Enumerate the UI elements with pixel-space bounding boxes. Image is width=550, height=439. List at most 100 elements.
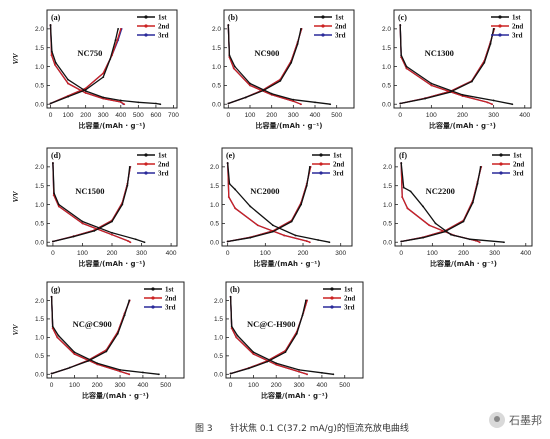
y-tick-label: 0.5 xyxy=(35,353,44,360)
data-point xyxy=(143,241,146,244)
legend-marker-1st xyxy=(499,153,503,157)
data-point xyxy=(424,97,427,100)
data-point xyxy=(468,238,471,241)
legend-marker-1st xyxy=(321,15,325,19)
data-point xyxy=(292,100,295,103)
legend-label-1st: 1st xyxy=(512,14,521,22)
plot-frame xyxy=(225,281,364,379)
x-tick-label: 400 xyxy=(166,250,177,257)
x-tick-label: 0 xyxy=(49,112,53,119)
legend-label-3rd: 3rd xyxy=(512,32,523,40)
data-point xyxy=(461,93,464,96)
data-point xyxy=(290,220,293,223)
y-tick-label: 1.0 xyxy=(383,202,392,209)
y-tick-label: 1.5 xyxy=(383,183,392,190)
data-point xyxy=(57,334,60,337)
chart-panel: 0 100 200 300 400 0.0 0.5 1.0 1.5 2.0 V/V 比容量/(mAh … xyxy=(12,9,532,130)
data-point xyxy=(308,165,311,168)
data-point xyxy=(228,182,231,185)
data-point xyxy=(406,207,409,210)
x-axis-label: 比容量/(mAh · g⁻¹) xyxy=(256,121,323,130)
data-point xyxy=(449,91,451,94)
data-point xyxy=(308,241,311,244)
data-point xyxy=(450,233,452,236)
data-point xyxy=(284,351,287,354)
data-point xyxy=(81,220,84,223)
x-tick-label: 300 xyxy=(488,112,499,119)
data-point xyxy=(430,84,433,87)
data-point xyxy=(54,63,56,66)
data-point xyxy=(283,234,286,237)
data-point xyxy=(119,370,121,373)
data-point xyxy=(157,373,160,376)
plot-frame xyxy=(46,9,178,109)
x-tick-label: 500 xyxy=(133,112,144,119)
y-tick-label: 0.0 xyxy=(383,240,392,247)
panel-label: (h) xyxy=(230,285,240,294)
legend-label-1st: 1st xyxy=(333,152,342,160)
x-tick-label: 500 xyxy=(160,382,171,389)
series-1st-discharge-line xyxy=(227,163,330,243)
data-point xyxy=(116,332,119,335)
legend-marker-3rd xyxy=(321,33,325,37)
data-point xyxy=(105,350,108,353)
series-1st-discharge-line xyxy=(229,296,334,375)
y-tick-label: 1.5 xyxy=(212,45,221,52)
sample-label: NC1300 xyxy=(425,48,454,58)
series-2nd-charge-line xyxy=(52,166,131,243)
x-tick-label: 100 xyxy=(245,112,256,119)
wechat-icon xyxy=(489,412,505,428)
data-point xyxy=(443,230,446,233)
x-axis-label: 比容量/(mAh · g⁻¹) xyxy=(82,391,149,400)
data-point xyxy=(422,236,424,239)
data-point xyxy=(68,366,71,369)
data-point xyxy=(51,325,54,328)
data-point xyxy=(53,192,55,195)
chart-panel: 0 100 200 300 400 0.0 0.5 1.0 1.5 2.0 V/V 比容量/(mAh … xyxy=(12,147,178,268)
y-tick-label: 1.5 xyxy=(210,183,219,190)
data-point xyxy=(271,224,274,227)
plot-frame xyxy=(221,147,353,247)
x-axis-label: 比容量/(mAh · g⁻¹) xyxy=(79,121,146,130)
x-tick-label: 200 xyxy=(271,382,282,389)
data-point xyxy=(249,205,252,208)
data-point xyxy=(492,27,495,30)
data-point xyxy=(51,50,53,53)
chart-panel: 0 100 200 300 400 500 0.0 0.5 1.0 1.5 2.0 V/V 比容量/(m… xyxy=(12,9,355,130)
x-tick-label: 600 xyxy=(150,112,161,119)
series-2nd-discharge-line xyxy=(400,163,480,243)
y-tick-label: 2.0 xyxy=(383,164,392,171)
data-point xyxy=(329,103,332,106)
y-tick-label: 0.5 xyxy=(212,83,221,90)
y-tick-label: 2.0 xyxy=(214,298,223,305)
data-point xyxy=(111,220,113,223)
x-tick-label: 300 xyxy=(489,250,500,257)
series-3rd-charge-line xyxy=(51,300,131,375)
panel-label: (e) xyxy=(226,151,235,160)
legend-marker-2nd xyxy=(498,24,502,28)
watermark-text: 石墨邦 xyxy=(509,414,542,427)
data-point xyxy=(511,103,514,106)
legend-marker-1st xyxy=(144,153,148,157)
legend-label-1st: 1st xyxy=(158,14,167,22)
data-point xyxy=(305,184,308,187)
x-tick-label: 200 xyxy=(92,382,103,389)
data-point xyxy=(114,39,117,42)
legend-marker-2nd xyxy=(330,296,334,300)
data-point xyxy=(483,61,486,64)
data-point xyxy=(121,203,124,206)
series-1st-charge-line xyxy=(230,300,307,375)
data-point xyxy=(279,79,282,82)
y-axis-label: V/V xyxy=(12,53,20,64)
y-tick-label: 0.5 xyxy=(210,221,219,228)
x-tick-label: 200 xyxy=(80,112,91,119)
plot-frame xyxy=(393,9,532,109)
data-point xyxy=(126,184,129,187)
legend-label-1st: 1st xyxy=(165,286,174,294)
data-point xyxy=(119,99,122,102)
x-tick-label: 300 xyxy=(115,382,126,389)
legend-marker-3rd xyxy=(144,33,148,37)
figure-number: 图 3 xyxy=(195,424,213,434)
y-tick-label: 0.0 xyxy=(35,372,44,379)
series-2nd-charge-line xyxy=(51,300,131,375)
